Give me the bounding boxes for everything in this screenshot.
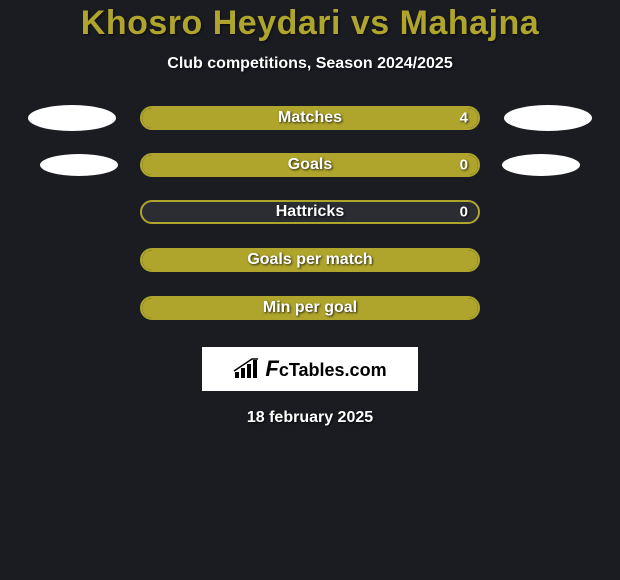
player-right-marker: [504, 247, 592, 273]
stat-label: Matches: [142, 109, 478, 127]
stat-row: Min per goal: [10, 295, 610, 321]
page-title: Khosro Heydari vs Mahajna: [81, 4, 539, 43]
stat-row: Goals per match: [10, 247, 610, 273]
stat-bar: Matches4: [140, 106, 480, 130]
stat-row: Hattricks0: [10, 199, 610, 225]
bar-chart-icon: [233, 358, 259, 380]
stat-label: Goals per match: [142, 251, 478, 269]
player-left-marker: [28, 295, 116, 321]
attribution-logo: FcTables.com: [202, 347, 418, 391]
player-left-marker: [28, 247, 116, 273]
logo-text: FcTables.com: [265, 356, 386, 382]
player-left-marker: [28, 105, 116, 131]
stat-bar: Goals per match: [140, 248, 480, 272]
date-label: 18 february 2025: [247, 409, 373, 427]
stats-list: Matches4Goals0Hattricks0Goals per matchM…: [10, 105, 610, 343]
player-right-marker: [504, 105, 592, 131]
stat-bar: Min per goal: [140, 296, 480, 320]
player-left-marker: [40, 154, 118, 176]
player-right-marker: [502, 154, 580, 176]
player-right-marker: [504, 295, 592, 321]
stat-value-right: 0: [460, 204, 468, 221]
subtitle: Club competitions, Season 2024/2025: [167, 55, 452, 73]
stat-bar: Goals0: [140, 153, 480, 177]
stat-label: Hattricks: [142, 203, 478, 221]
stat-bar: Hattricks0: [140, 200, 480, 224]
comparison-card: Khosro Heydari vs Mahajna Club competiti…: [0, 0, 620, 427]
player-left-marker: [28, 199, 116, 225]
stat-row: Matches4: [10, 105, 610, 131]
stat-value-right: 0: [460, 157, 468, 174]
stat-label: Goals: [142, 156, 478, 174]
stat-row: Goals0: [10, 153, 610, 177]
logo-inner: FcTables.com: [233, 356, 386, 382]
player-right-marker: [504, 199, 592, 225]
stat-label: Min per goal: [142, 299, 478, 317]
stat-value-right: 4: [460, 110, 468, 127]
